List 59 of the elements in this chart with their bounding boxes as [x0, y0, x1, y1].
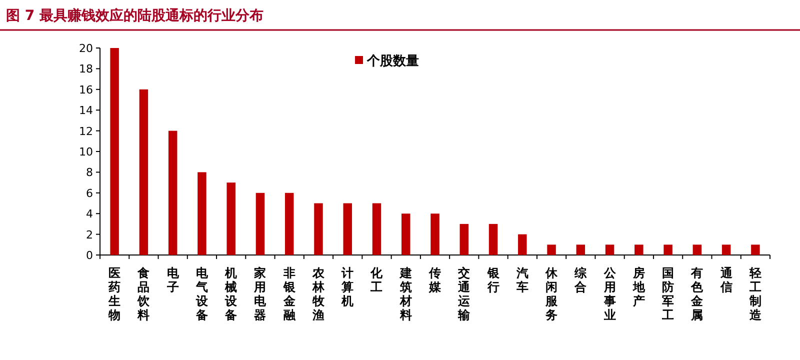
bar	[460, 224, 468, 255]
x-tick-label: 国防军工	[661, 266, 674, 322]
x-tick-label: 家用电器	[253, 266, 268, 322]
x-tick-label: 计算机	[340, 266, 354, 308]
x-tick-label: 建筑材料	[398, 266, 412, 322]
bar	[168, 130, 178, 255]
x-tick-label: 休闲服务	[544, 266, 559, 322]
x-tick-label: 汽车	[515, 266, 528, 294]
bar	[226, 182, 236, 255]
x-tick-label: 农林牧渔	[311, 266, 326, 322]
x-tick-label: 轻工制造	[748, 266, 762, 322]
x-tick-label: 电子	[166, 266, 180, 294]
bar	[692, 244, 702, 255]
bar	[722, 244, 731, 255]
y-tick-label: 4	[86, 208, 93, 221]
bar	[751, 244, 760, 255]
chart-title: 图 7 最具赚钱效应的陆股通标的行业分布	[6, 7, 264, 24]
y-tick-label: 8	[86, 166, 93, 180]
x-tick-label: 通信	[719, 266, 734, 294]
bar	[576, 244, 586, 255]
x-tick-label: 交通运输	[457, 266, 472, 322]
bar	[343, 203, 352, 255]
y-tick-label: 10	[79, 146, 93, 158]
bar	[518, 234, 527, 255]
y-tick-label: 12	[79, 124, 93, 138]
x-tick-label: 银行	[486, 266, 500, 294]
y-tick-label: 20	[79, 42, 93, 55]
x-tick-label: 食品饮料	[136, 266, 151, 322]
x-tick-label: 传媒	[428, 266, 442, 294]
x-tick-label: 房地产	[632, 266, 646, 308]
bar	[402, 214, 410, 255]
bar	[256, 192, 265, 255]
bar	[488, 224, 498, 255]
x-tick-label: 化工	[370, 266, 384, 294]
y-tick-label: 2	[86, 228, 93, 242]
x-tick-label: 有色金属	[690, 266, 704, 322]
y-tick-label: 14	[79, 104, 93, 118]
bar	[198, 172, 206, 255]
bar	[664, 244, 672, 255]
bar	[430, 214, 440, 255]
bar	[139, 89, 148, 255]
y-tick-label: 6	[86, 186, 93, 200]
x-tick-label: 综合	[574, 266, 588, 294]
x-tick-label: 机械设备	[224, 266, 238, 322]
x-tick-label: 医药生物	[108, 266, 121, 322]
bar	[634, 244, 644, 255]
y-tick-label: 18	[79, 62, 93, 76]
bar	[547, 244, 556, 255]
y-tick-label: 16	[79, 83, 93, 96]
bar	[605, 244, 614, 255]
bar	[284, 192, 294, 255]
x-tick-label: 非银金融	[282, 266, 296, 322]
x-tick-label: 电气设备	[194, 266, 209, 322]
legend-label: 个股数量	[366, 54, 419, 69]
bar	[372, 203, 382, 255]
x-tick-label: 公用事业	[602, 266, 617, 322]
y-tick-label: 0	[86, 249, 93, 262]
bar	[110, 48, 119, 255]
bar	[314, 203, 323, 255]
